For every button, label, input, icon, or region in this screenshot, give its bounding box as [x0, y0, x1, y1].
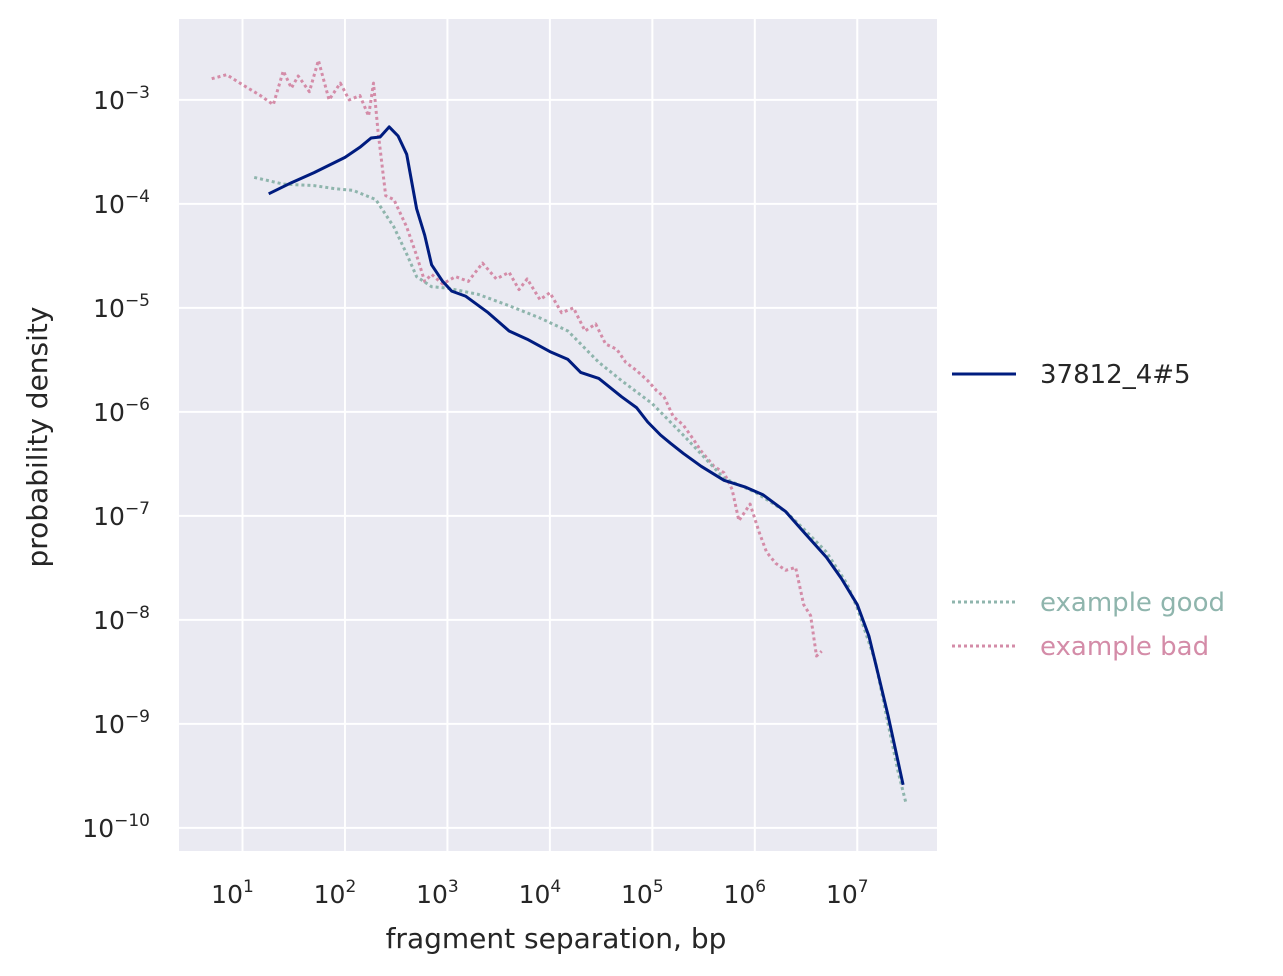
x-tick-label: 107 [826, 877, 869, 909]
plot-background [179, 19, 937, 851]
y-tick-label: 10−6 [93, 395, 150, 427]
y-axis-title: probability density [21, 307, 54, 568]
x-tick-labels: 101 102 103 104 105 106 107 [211, 877, 868, 909]
x-axis-title: fragment separation, bp [386, 922, 727, 955]
y-tick-label: 10−3 [93, 83, 150, 115]
y-tick-label: 10−5 [93, 291, 150, 323]
y-tick-label: 10−10 [82, 811, 150, 843]
y-tick-label: 10−7 [93, 499, 150, 531]
legend-label-0: 37812_4#5 [1040, 360, 1191, 390]
y-tick-label: 10−4 [93, 187, 150, 219]
legend-label-1: example good [1040, 588, 1225, 618]
x-tick-label: 101 [211, 877, 254, 909]
series-line-0 [268, 125, 905, 786]
series-line-2 [211, 58, 823, 658]
x-tick-label: 103 [416, 877, 459, 909]
series-group [211, 58, 908, 805]
legend-label-2: example bad [1040, 632, 1209, 662]
series-line-1 [253, 175, 908, 805]
y-tick-label: 10−8 [93, 603, 150, 635]
y-tick-label: 10−9 [93, 707, 150, 739]
y-tick-labels: 10−3 10−4 10−5 10−6 10−7 10−8 10−9 10−10 [82, 83, 150, 843]
x-tick-label: 104 [519, 877, 562, 909]
x-tick-label: 102 [314, 877, 357, 909]
x-tick-label: 106 [723, 877, 766, 909]
x-tick-label: 105 [621, 877, 664, 909]
